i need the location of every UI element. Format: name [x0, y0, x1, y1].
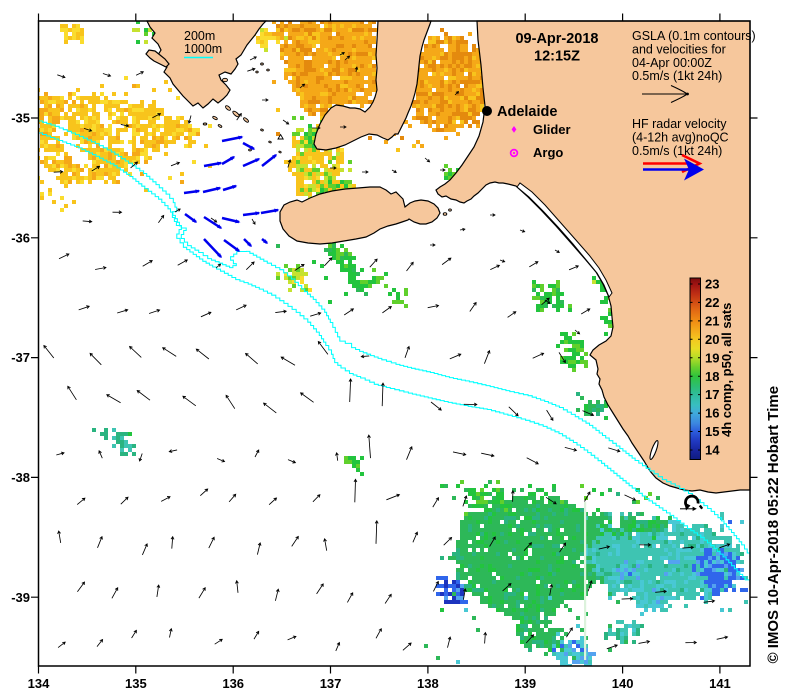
svg-text:-35: -35 [11, 111, 30, 126]
svg-text:14: 14 [705, 443, 720, 458]
svg-text:HF radar velocity: HF radar velocity [632, 117, 727, 131]
svg-text:19: 19 [705, 350, 719, 365]
svg-text:04-Apr 00:00Z: 04-Apr 00:00Z [632, 56, 712, 70]
svg-text:16: 16 [705, 406, 719, 421]
svg-text:-36: -36 [11, 230, 30, 245]
svg-text:18: 18 [705, 369, 719, 384]
svg-text:GSLA (0.1m contours): GSLA (0.1m contours) [632, 29, 756, 43]
svg-text:136: 136 [222, 676, 244, 691]
svg-text:1000m: 1000m [184, 42, 222, 56]
svg-text:-37: -37 [11, 350, 30, 365]
svg-text:140: 140 [612, 676, 634, 691]
svg-text:Adelaide: Adelaide [497, 104, 557, 120]
svg-text:139: 139 [514, 676, 536, 691]
svg-text:15: 15 [705, 424, 719, 439]
svg-text:12:15Z: 12:15Z [534, 49, 580, 65]
svg-text:-39: -39 [11, 590, 30, 605]
svg-text:137: 137 [320, 676, 342, 691]
svg-text:138: 138 [417, 676, 439, 691]
svg-text:141: 141 [709, 676, 731, 691]
svg-text:0.5m/s (1kt 24h): 0.5m/s (1kt 24h) [632, 69, 722, 83]
svg-text:20: 20 [705, 332, 719, 347]
svg-text:23: 23 [705, 277, 719, 292]
svg-text:200m: 200m [184, 29, 215, 43]
svg-text:4h comp, p50, all sats: 4h comp, p50, all sats [719, 303, 734, 437]
svg-text:09-Apr-2018: 09-Apr-2018 [515, 31, 598, 47]
svg-text:21: 21 [705, 313, 719, 328]
svg-text:135: 135 [125, 676, 147, 691]
svg-text:0.5m/s (1kt 24h): 0.5m/s (1kt 24h) [632, 144, 722, 158]
svg-text:Argo: Argo [533, 145, 563, 160]
svg-text:© IMOS 10-Apr-2018 05:22 Hobar: © IMOS 10-Apr-2018 05:22 Hobart Time [765, 386, 782, 664]
svg-text:-38: -38 [11, 470, 30, 485]
svg-text:Glider: Glider [533, 122, 571, 137]
svg-text:134: 134 [28, 676, 50, 691]
svg-text:17: 17 [705, 387, 719, 402]
svg-text:22: 22 [705, 295, 719, 310]
svg-text:and velocities for: and velocities for [632, 42, 726, 56]
svg-text:(4-12h avg)noQC: (4-12h avg)noQC [632, 130, 729, 144]
